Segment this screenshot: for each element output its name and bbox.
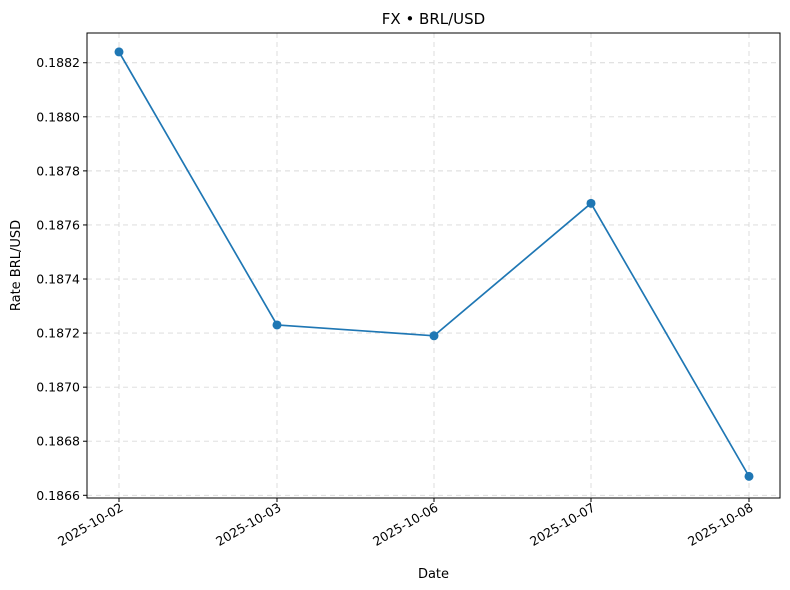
- data-point: [114, 47, 124, 57]
- y-axis-label: Rate BRL/USD: [9, 220, 24, 311]
- y-tick-label: 0.1872: [36, 326, 80, 341]
- y-axis-ticks: 0.1866 0.1868 0.1870 0.1872 0.1874 0.1876 0.18…: [36, 55, 87, 503]
- chart-title: FX • BRL/USD: [382, 10, 485, 28]
- data-point: [586, 198, 596, 208]
- y-tick-label: 0.1866: [36, 488, 80, 503]
- x-tick-label: 2025-10-07: [527, 500, 597, 549]
- y-tick-label: 0.1868: [36, 434, 80, 449]
- grid: [87, 33, 780, 498]
- y-tick-label: 0.1876: [36, 217, 80, 232]
- y-tick-label: 0.1880: [36, 109, 80, 124]
- data-point: [429, 331, 439, 341]
- plot-frame: [86, 32, 781, 499]
- x-tick-label: 2025-10-06: [370, 500, 440, 549]
- series: [114, 47, 754, 481]
- data-point: [272, 320, 282, 330]
- x-axis-ticks: 2025-10-02 2025-10-03 2025-10-06 2025-10-07…: [55, 498, 756, 549]
- y-tick-label: 0.1878: [36, 163, 80, 178]
- x-axis-label: Date: [418, 567, 449, 582]
- axes: [86, 32, 781, 499]
- y-tick-label: 0.1870: [36, 380, 80, 395]
- x-tick-label: 2025-10-02: [55, 500, 125, 549]
- data-point: [744, 471, 754, 481]
- y-tick-label: 0.1882: [36, 55, 80, 70]
- x-tick-label: 2025-10-03: [213, 500, 283, 549]
- x-tick-label: 2025-10-08: [685, 500, 755, 549]
- y-tick-label: 0.1874: [36, 272, 80, 287]
